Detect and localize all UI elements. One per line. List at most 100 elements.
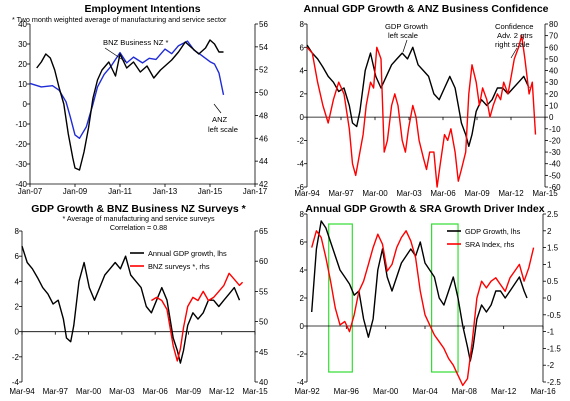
y-tick-label-right: 70 [549,32,558,41]
y-tick-label-right: 52 [259,66,268,75]
chart-note: * Two month weighted average of manufact… [12,15,227,24]
legend-label: SRA Index, rhs [465,240,515,249]
chart-title: GDP Growth & BNZ Business NZ Surveys * [31,203,246,215]
chart-svg: Annual GDP Growth & ANZ Business Confide… [294,3,561,198]
chart-panel-gdp-anz-confidence: Annual GDP Growth & ANZ Business Confide… [285,0,570,200]
chart-annotation: left scale [208,125,238,134]
series-line [311,230,535,387]
y-tick-label-left: -30 [15,160,27,169]
series-line [151,272,244,362]
chart-title: Employment Intentions [84,3,200,15]
x-tick-label: Mar-92 [294,387,320,396]
annotation-leader [402,39,408,53]
y-tick-label-left: -4 [297,160,305,169]
x-tick-label: Mar-94 [9,387,35,396]
highlight-box [328,223,353,373]
x-tick-label: Jan-11 [108,187,132,196]
x-tick-label: Mar-00 [373,387,399,396]
x-tick-label: Jan-07 [18,187,43,196]
x-tick-label: Mar-00 [76,387,102,396]
y-tick-label-left: 40 [18,20,27,29]
y-tick-label-right: 2.5 [547,210,559,219]
x-tick-label: Mar-00 [362,189,388,198]
chart-panel-employment-intentions: Employment Intentions * Two month weighte… [0,0,285,200]
x-tick-label: Mar-97 [43,387,69,396]
y-tick-label-left: 6 [300,238,305,247]
y-tick-label-left: 30 [18,40,27,49]
y-tick-label-right: 0 [549,113,554,122]
series-line [21,245,241,364]
y-tick-label-right: 2 [547,227,552,236]
x-tick-label: Jan-13 [153,187,178,196]
y-tick-label-right: 1.5 [547,244,559,253]
x-tick-label: Mar-08 [452,387,478,396]
x-tick-label: Mar-09 [464,189,490,198]
series-line [311,220,528,362]
annotation-leader [510,47,518,59]
y-tick-label-right: -1.5 [547,344,561,353]
y-tick-label-right: 40 [259,378,268,387]
x-tick-label: Mar-12 [498,189,524,198]
y-tick-label-right: -2.5 [547,378,561,387]
y-tick-label-right: -2 [547,361,555,370]
chart-note: Correlation = 0.88 [110,223,167,232]
y-tick-label-left: 10 [18,80,27,89]
y-tick-label-left: 6 [15,252,20,261]
y-tick-label-right: 40 [549,67,558,76]
y-tick-label-right: 50 [259,318,268,327]
chart-annotation: Confidence [495,22,533,31]
chart-panel-gdp-bnz-surveys: GDP Growth & BNZ Business NZ Surveys * * … [0,200,285,401]
x-tick-label: Mar-94 [294,189,320,198]
y-tick-label-right: 45 [259,348,268,357]
y-tick-label-left: 8 [15,227,20,236]
chart-annotation: left scale [388,31,418,40]
series-line [36,39,224,171]
x-tick-label: Jan-15 [198,187,223,196]
chart-svg: GDP Growth & BNZ Business NZ Surveys ** … [9,203,268,396]
y-tick-label-left: -2 [297,350,305,359]
y-tick-label-right: -60 [549,183,561,192]
y-tick-label-left: 0 [300,113,305,122]
y-tick-label-left: 0 [300,322,305,331]
x-tick-label: Mar-09 [176,387,202,396]
y-tick-label-left: 2 [300,90,305,99]
legend-label: Annual GDP growth, lhs [148,249,227,258]
y-tick-label-left: -4 [12,378,20,387]
y-tick-label-right: 56 [259,20,268,29]
x-tick-label: Mar-96 [334,387,360,396]
y-tick-label-right: 48 [259,111,268,120]
x-tick-label: Jan-09 [63,187,88,196]
y-tick-label-left: 4 [15,277,20,286]
chart-svg: Employment Intentions* Two month weighte… [12,3,268,196]
y-tick-label-left: 2 [300,294,305,303]
chart-note: * Average of manufacturing and service s… [62,214,214,223]
x-tick-label: Jan-17 [243,187,268,196]
y-tick-label-right: 20 [549,90,558,99]
x-tick-label: Mar-12 [491,387,517,396]
chart-annotation: GDP Growth [385,22,428,31]
y-tick-label-right: 80 [549,20,558,29]
y-tick-label-right: -30 [549,148,561,157]
x-tick-label: Mar-97 [328,189,354,198]
x-tick-label: Mar-03 [109,387,135,396]
y-tick-label-left: -2 [297,136,305,145]
x-tick-label: Mar-15 [532,189,558,198]
y-tick-label-left: 4 [300,266,305,275]
legend-label: GDP Growth, lhs [465,227,521,236]
y-tick-label-left: 4 [300,67,305,76]
y-tick-label-right: 10 [549,102,558,111]
series-line [306,44,530,148]
y-tick-label-right: 60 [259,257,268,266]
x-tick-label: Mar-15 [242,387,268,396]
y-tick-label-right: 30 [549,78,558,87]
y-tick-label-left: 8 [300,20,305,29]
y-tick-label-right: 0.5 [547,277,559,286]
y-tick-label-right: 50 [259,89,268,98]
y-tick-label-right: 54 [259,43,268,52]
y-tick-label-right: 55 [259,287,268,296]
x-tick-label: Mar-04 [412,387,438,396]
y-tick-label-left: -20 [15,140,27,149]
y-tick-label-right: 44 [259,157,268,166]
annotation-leader [104,47,127,63]
